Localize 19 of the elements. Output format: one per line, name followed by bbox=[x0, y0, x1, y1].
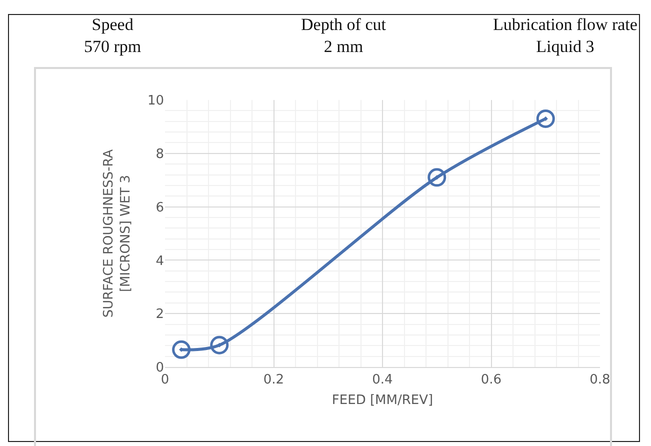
y-axis-title: SURFACE ROUGHNESS-RA [MICRONS] WET 3 bbox=[102, 149, 134, 318]
x-tick-label: 0.6 bbox=[480, 372, 502, 388]
y-tick-label: 0 bbox=[156, 360, 164, 376]
text: Depth of cut 2 mm bbox=[301, 15, 386, 56]
y-tick-label: 6 bbox=[156, 200, 164, 216]
y-tick-label: 4 bbox=[156, 254, 164, 269]
x-tick-label: 0.4 bbox=[372, 372, 393, 388]
point bbox=[210, 336, 229, 354]
text: Speed 570 rpm bbox=[84, 15, 142, 56]
point bbox=[172, 340, 191, 359]
point bbox=[536, 109, 555, 128]
x-tick-label: 0.8 bbox=[590, 372, 610, 388]
x-axis-title: FEED [MM/REV] bbox=[332, 393, 434, 408]
y-tick-label: 8 bbox=[156, 146, 164, 162]
x-tick-label: 0.2 bbox=[263, 372, 284, 388]
y-tick-label: 2 bbox=[156, 307, 164, 322]
text: Lubrication flow rate Liquid 3 bbox=[493, 15, 638, 56]
point bbox=[428, 168, 446, 187]
y-tick-label: 10 bbox=[147, 94, 164, 109]
